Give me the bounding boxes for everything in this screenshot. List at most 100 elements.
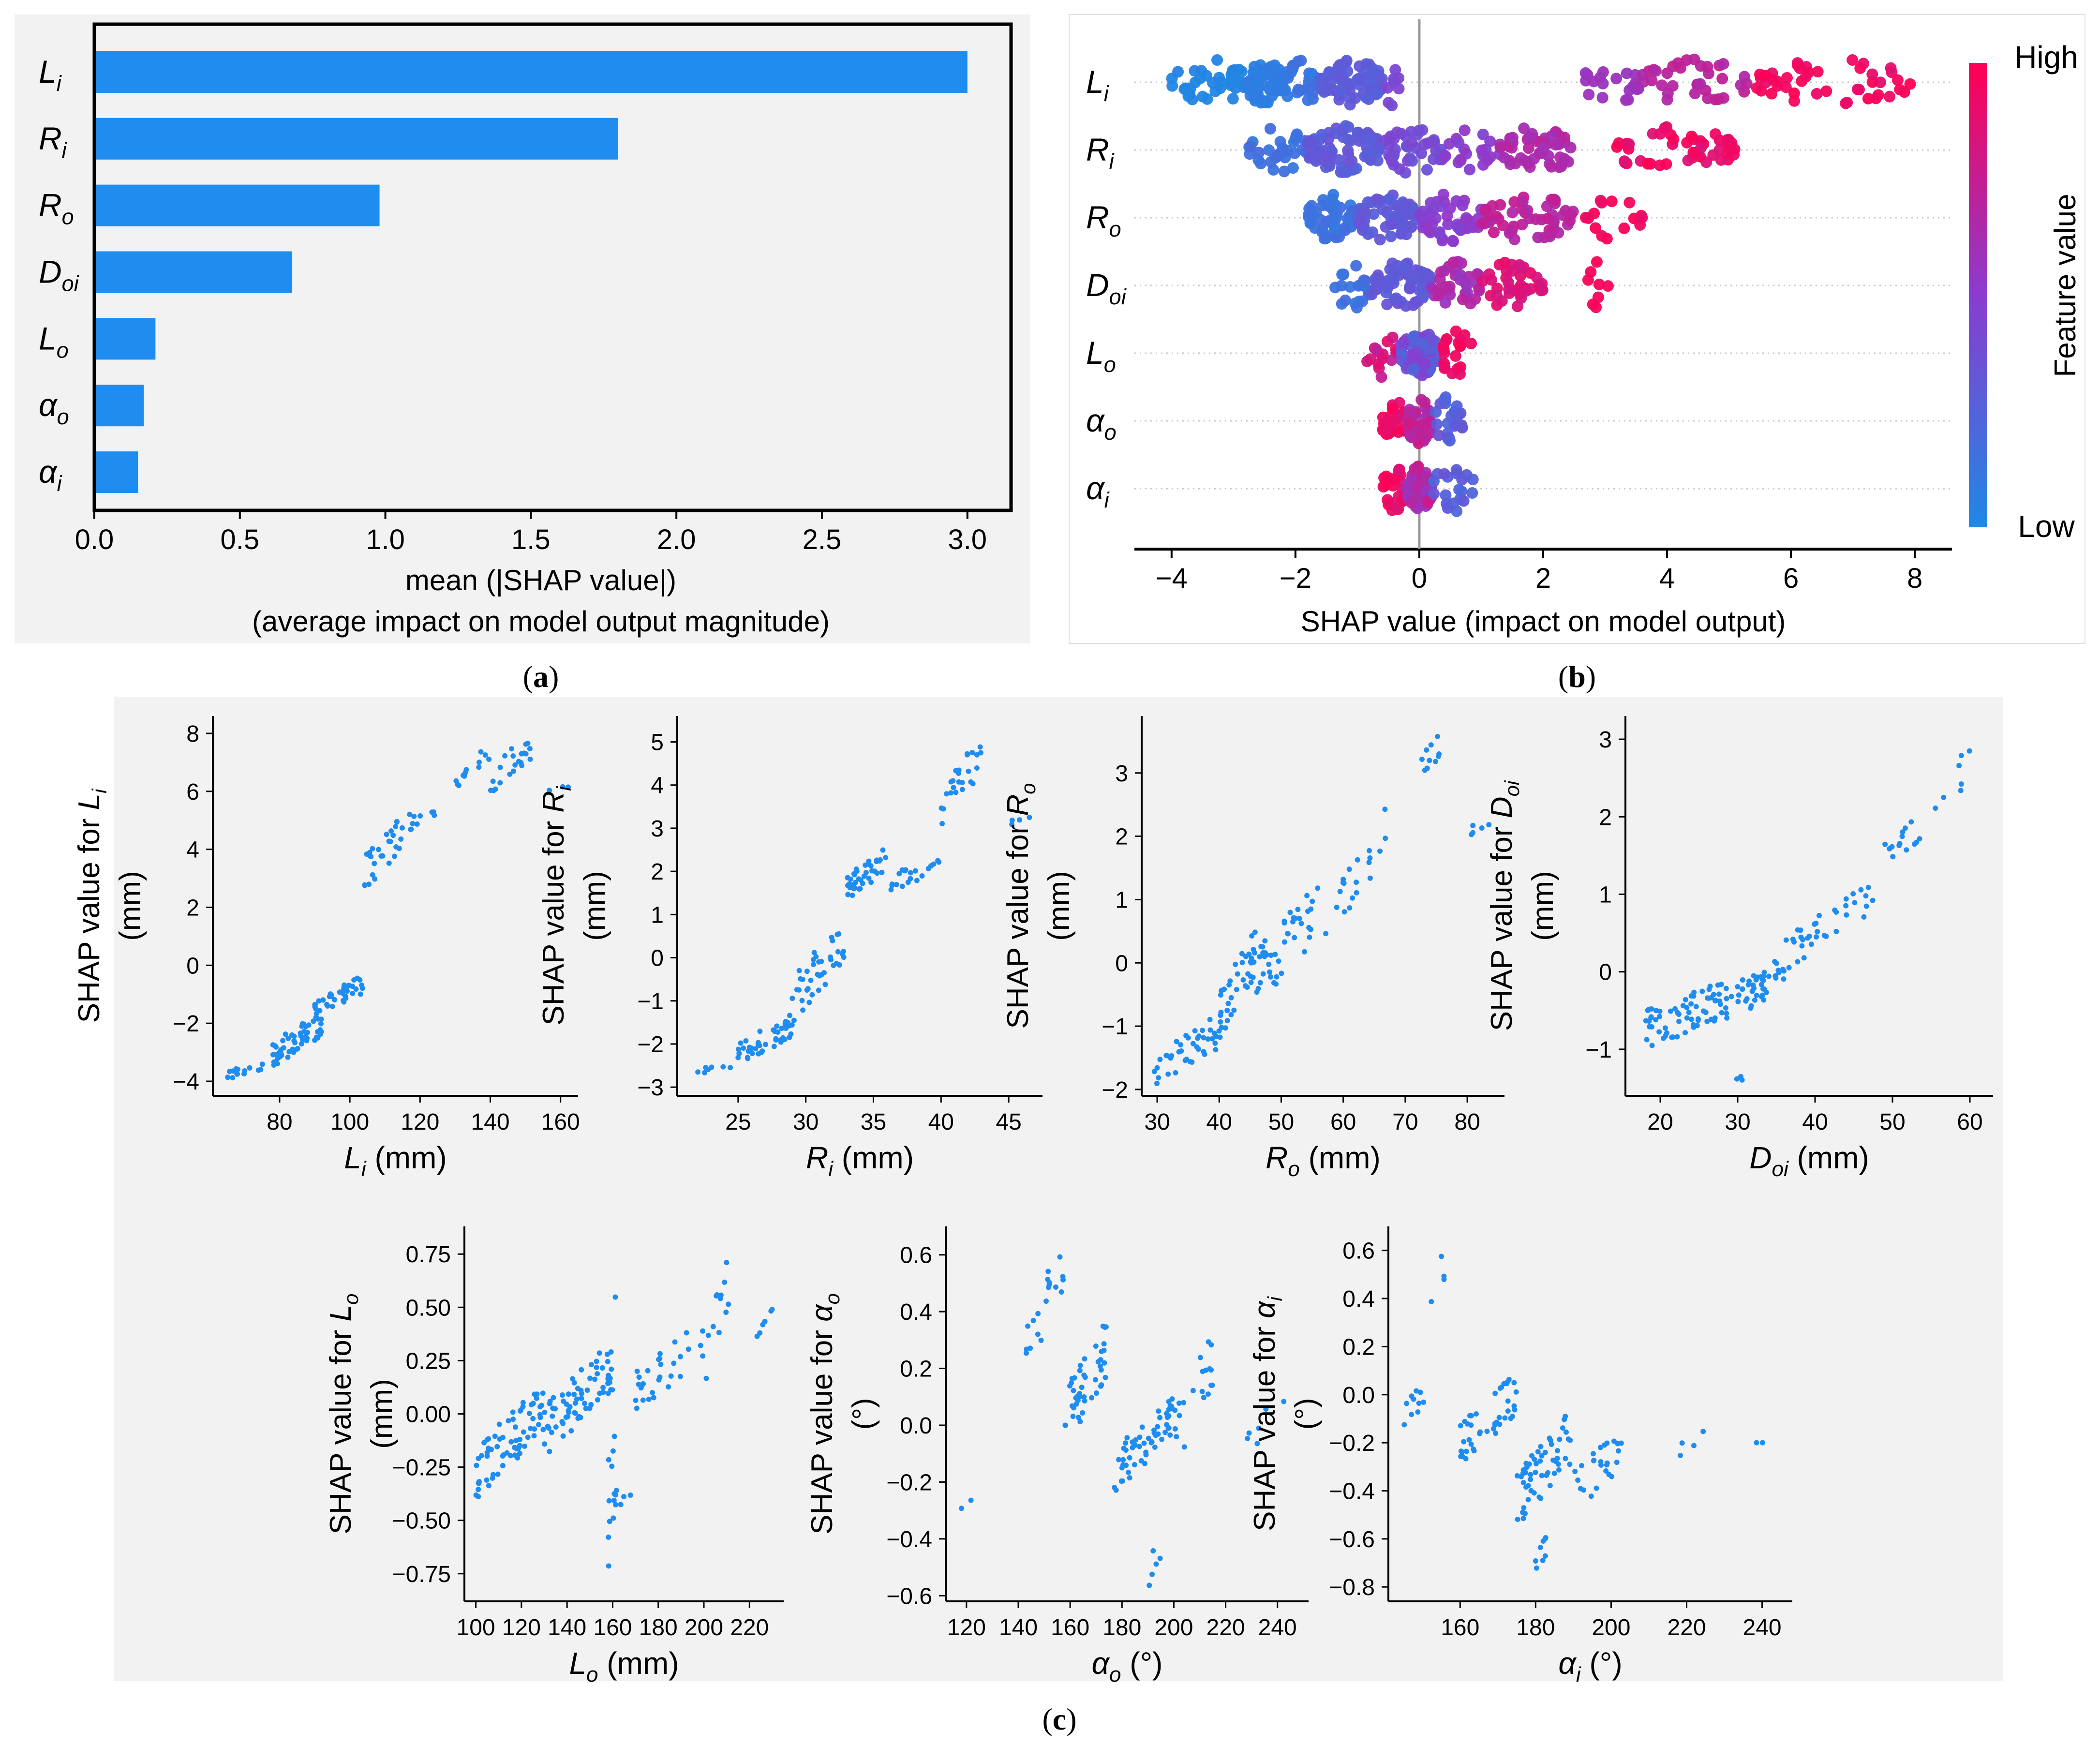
beeswarm-point — [1381, 425, 1393, 437]
beeswarm-point — [1590, 222, 1602, 234]
beeswarm-point — [1891, 74, 1904, 86]
label-suffix: (°) — [1581, 1646, 1623, 1681]
scatter-point — [1177, 1413, 1182, 1418]
scatter-point — [526, 1410, 532, 1416]
scatter-point — [1539, 1473, 1545, 1478]
bar — [96, 385, 144, 427]
scatter-point — [1719, 1010, 1725, 1015]
scatter-point — [1251, 950, 1257, 956]
label-base: L — [39, 320, 57, 356]
x-axis-label: mean (|SHAP value|) — [405, 564, 676, 597]
beeswarm-point — [1440, 334, 1452, 346]
scatter-point — [1740, 977, 1745, 983]
feature-label: Ri — [1086, 132, 1115, 174]
beeswarm-point — [1374, 234, 1386, 246]
scatter-point — [1231, 1007, 1237, 1013]
scatter-point — [391, 853, 397, 859]
scatter-point — [969, 750, 975, 756]
beeswarm-point — [1331, 211, 1343, 223]
scatter-point — [1808, 941, 1814, 947]
scatter-point — [703, 1065, 709, 1071]
scatter-point — [760, 1048, 765, 1054]
scatter-point — [1069, 1403, 1075, 1409]
scatter-point — [1806, 933, 1812, 939]
label-base: L — [1086, 64, 1104, 100]
bar — [96, 51, 968, 93]
label-subscript: o — [1104, 420, 1117, 445]
scatter-point — [754, 1333, 760, 1339]
scatter-point — [1295, 907, 1301, 912]
scatter-point — [1166, 1425, 1172, 1431]
scatter-point — [1009, 818, 1015, 823]
beeswarm-point — [1685, 130, 1698, 142]
beeswarm-point — [1287, 162, 1299, 174]
scatter-point — [1367, 875, 1373, 881]
scatter-point — [756, 1051, 761, 1057]
colorbar-axis-label: Feature value — [2049, 194, 2082, 377]
beeswarm-point — [1454, 340, 1466, 352]
scatter-point — [613, 1488, 619, 1493]
y-tick-label: 0.50 — [406, 1295, 451, 1321]
label-prefix: SHAP value for — [1001, 816, 1035, 1029]
label-subscript: i — [1576, 1663, 1581, 1686]
beeswarm-point — [1227, 93, 1239, 105]
scatter-point — [1192, 1028, 1198, 1034]
scatter-point — [1219, 1025, 1224, 1030]
scatter-point — [1966, 748, 1972, 754]
scatter-point — [1551, 1470, 1557, 1476]
scatter-point — [1113, 1487, 1119, 1493]
beeswarm-point — [1582, 212, 1594, 224]
beeswarm-point — [1385, 218, 1397, 230]
label-base: α — [1248, 1300, 1281, 1318]
scatter-point — [1738, 1074, 1743, 1079]
scatter-point — [476, 764, 482, 770]
scatter-point — [504, 1450, 510, 1456]
x-tick-label: 160 — [1051, 1615, 1089, 1641]
beeswarm-point — [1722, 148, 1734, 160]
scatter-point — [902, 868, 908, 874]
beeswarm-point — [1388, 474, 1400, 486]
scatter-point — [510, 1409, 516, 1415]
beeswarm-point — [1623, 196, 1636, 209]
y-tick-label: 0 — [651, 946, 664, 971]
y-axis-label-line1: SHAP value for Doi — [1485, 780, 1523, 1031]
scatter-point — [291, 1038, 297, 1044]
scatter-point — [720, 1064, 726, 1070]
feature-label: Li — [1086, 64, 1110, 106]
label-prefix: SHAP value for — [805, 1322, 839, 1535]
scatter-point — [1529, 1453, 1535, 1459]
label-base: R — [39, 120, 62, 156]
beeswarm-point — [1439, 150, 1451, 162]
beeswarm-point — [1820, 85, 1832, 97]
beeswarm-point — [1376, 73, 1388, 85]
scatter-point — [1791, 939, 1797, 945]
beeswarm-point — [1588, 75, 1600, 88]
beeswarm-point — [1519, 283, 1532, 295]
label-base: α — [805, 1304, 839, 1322]
beeswarm-point — [1497, 220, 1509, 232]
scatter-point — [1227, 978, 1233, 984]
beeswarm-point — [1429, 356, 1441, 368]
beeswarm-point — [1380, 134, 1392, 146]
beeswarm-point — [1565, 209, 1577, 221]
scatter-point — [545, 1423, 551, 1429]
label-prefix: SHAP value for — [1248, 1318, 1281, 1531]
scatter-point — [342, 982, 347, 988]
scatter-point — [1411, 1396, 1416, 1402]
scatter-point — [1260, 950, 1266, 956]
x-tick-label: 160 — [541, 1109, 580, 1135]
scatter-point — [359, 985, 365, 991]
scatter-point — [1649, 1043, 1655, 1048]
scatter-point — [1783, 937, 1789, 943]
scatter-point — [1683, 997, 1688, 1002]
scatter-point — [1196, 1033, 1202, 1039]
y-axis-label-line2: (mm) — [578, 871, 611, 941]
category-label: Li — [39, 54, 62, 96]
scatter-point — [531, 1433, 537, 1439]
label-base: D — [1485, 796, 1519, 818]
scatter-point — [1416, 1401, 1422, 1406]
scatter-point — [1137, 1434, 1143, 1440]
scatter-point — [521, 1443, 527, 1449]
scatter-point — [1257, 954, 1263, 960]
scatter-point — [1206, 1339, 1211, 1345]
